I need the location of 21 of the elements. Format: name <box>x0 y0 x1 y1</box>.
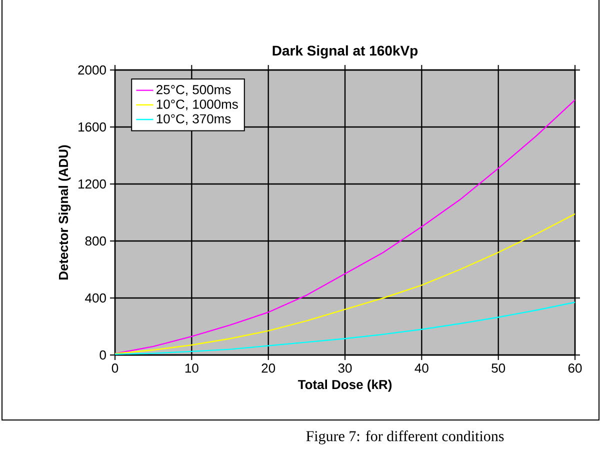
y-tick-label: 1200 <box>78 179 106 189</box>
y-tick-label: 800 <box>85 236 106 246</box>
caption: Figure 7: for different conditions <box>306 430 504 444</box>
x-tick-label: 10 <box>185 364 198 373</box>
legend-label: 10°C, 1000ms <box>156 100 238 110</box>
x-tick-label: 30 <box>338 364 352 373</box>
y-tick-label: 2000 <box>78 65 106 75</box>
x-tick-label: 40 <box>414 364 428 373</box>
line-series <box>115 302 576 355</box>
x-axis-title: Total Dose (kR) <box>298 380 392 392</box>
x-tick-label: 20 <box>262 364 276 373</box>
legend-label: 10°C, 370ms <box>156 114 231 125</box>
x-tick-label: 50 <box>492 364 506 373</box>
y-tick-label: 400 <box>85 293 106 303</box>
y-tick-label: 0 <box>100 350 106 360</box>
legend-label: 25°C, 500ms <box>156 85 231 96</box>
y-axis-title: Detector Signal (ADU) <box>58 145 71 280</box>
y-tick-label: 1600 <box>78 122 106 132</box>
chart-title: Dark Signal at 160kVp <box>272 45 418 58</box>
x-tick-label: 60 <box>568 364 582 373</box>
x-tick-label: 0 <box>112 364 118 373</box>
